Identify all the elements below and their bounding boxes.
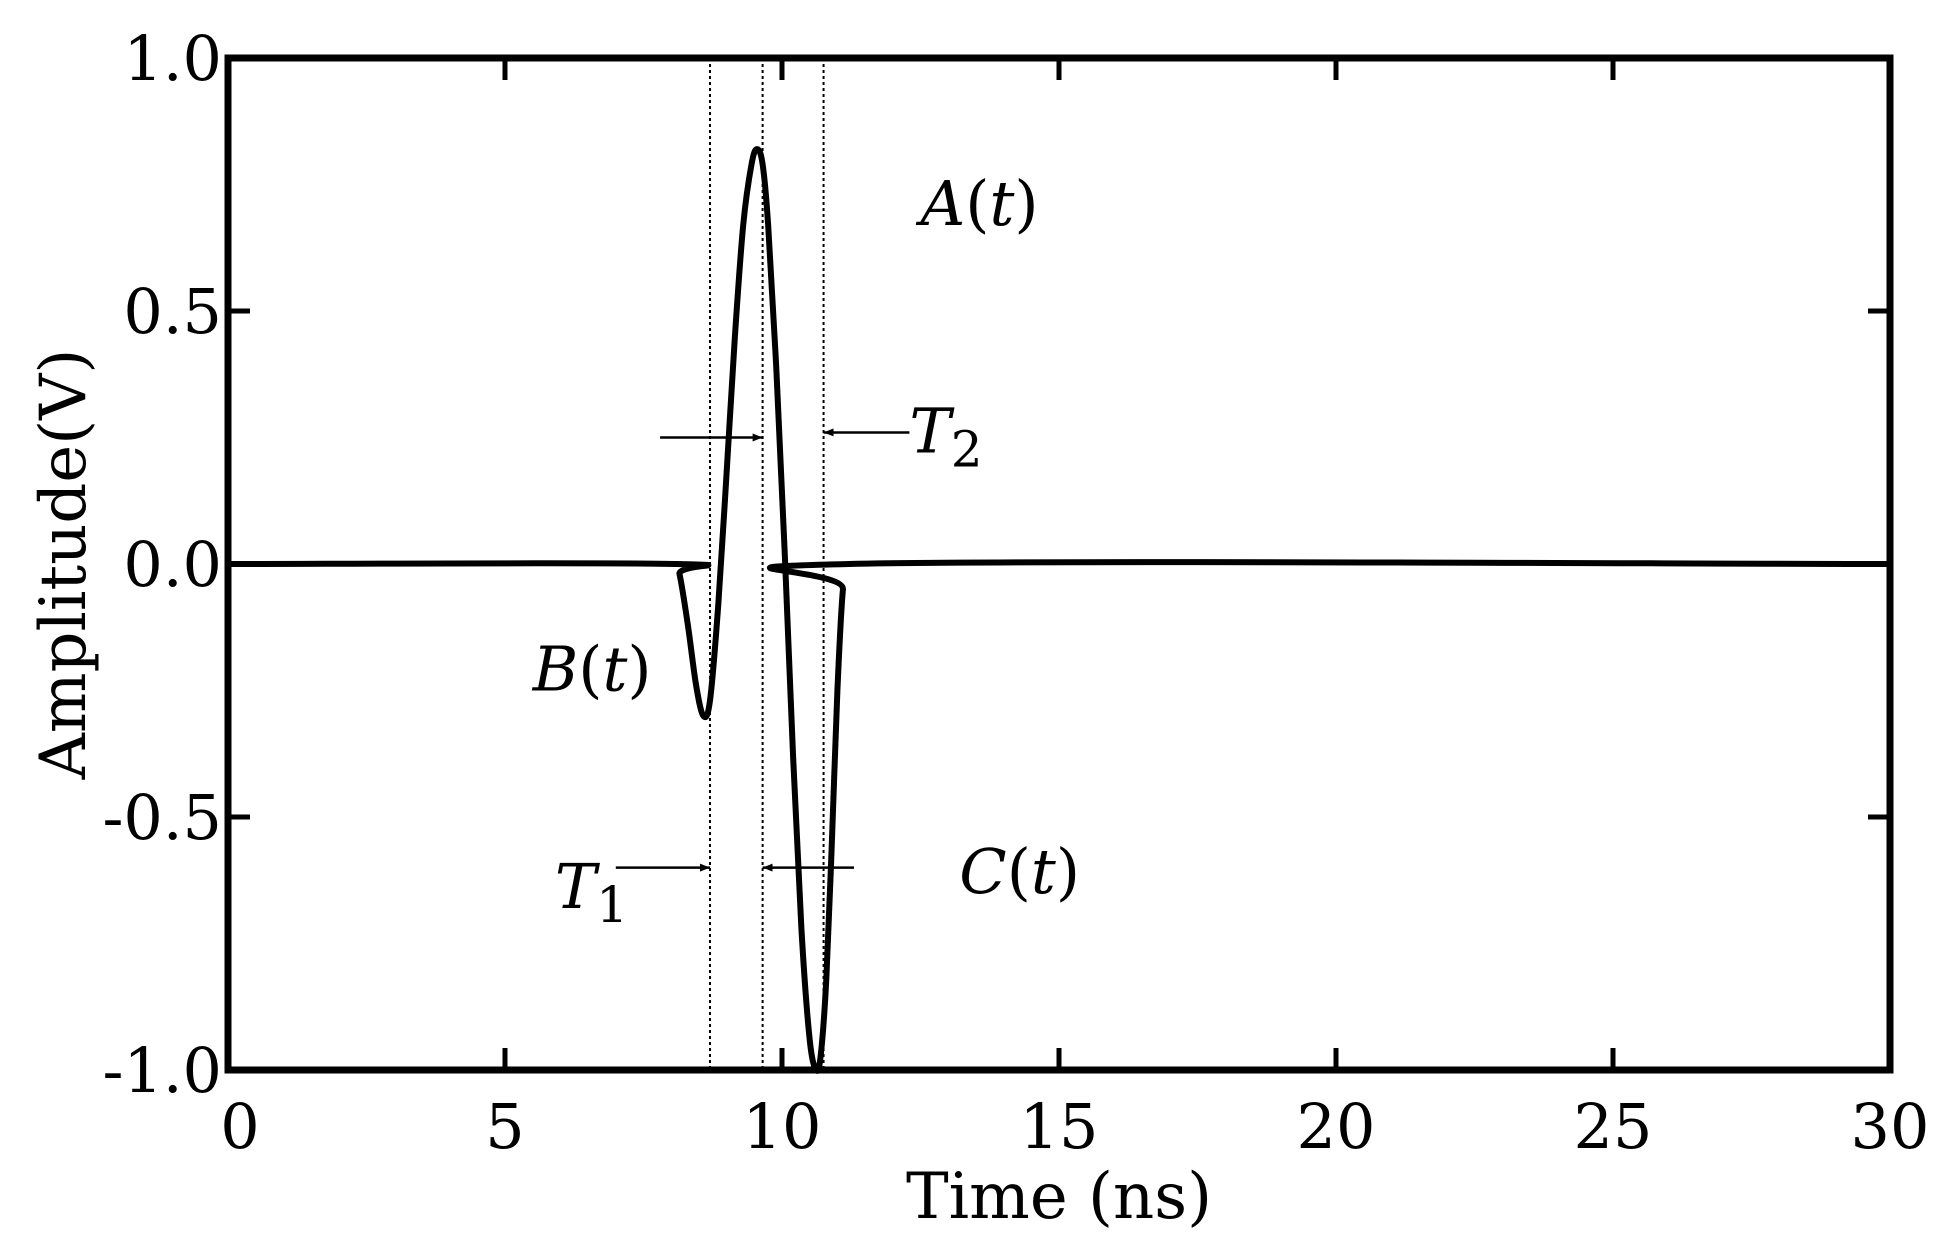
annotation-t2: T2 <box>909 395 982 479</box>
y-tick-label: 0.0 <box>123 528 222 601</box>
arrows-layer <box>615 428 910 872</box>
x-tick-label: 25 <box>1574 1090 1653 1163</box>
x-tick-label: 15 <box>1020 1090 1099 1163</box>
y-tick-label: 0.5 <box>123 275 222 348</box>
annotation-t1: T1 <box>555 850 628 934</box>
x-tick-label: 30 <box>1851 1090 1930 1163</box>
series-line-1 <box>227 146 1891 1074</box>
x-tick-label: 20 <box>1297 1090 1376 1163</box>
y-tick-label: -0.5 <box>102 781 222 854</box>
annotation-b: B(t) <box>532 633 652 706</box>
y-tick-label: -1.0 <box>102 1034 222 1107</box>
x-tick-label: 10 <box>743 1090 822 1163</box>
ticks-layer <box>228 58 1890 1070</box>
series-layer <box>227 146 1891 1074</box>
x-tick-label: 0 <box>220 1090 259 1163</box>
annotation-c: C(t) <box>959 835 1080 908</box>
x-axis-label: Time (ns) <box>906 1160 1212 1234</box>
y-axis-label: Amplitude(V) <box>27 349 101 781</box>
y-tick-label: 1.0 <box>123 22 222 95</box>
x-tick-label: 5 <box>485 1090 524 1163</box>
annotations-layer: A(t) B(t) C(t) T2 T1 <box>532 167 1080 934</box>
tick-labels-layer: 0 5 10 15 20 25 30 -1.0 -0.5 0.0 0.5 1.0 <box>102 22 1929 1163</box>
annotation-a: A(t) <box>916 167 1039 240</box>
